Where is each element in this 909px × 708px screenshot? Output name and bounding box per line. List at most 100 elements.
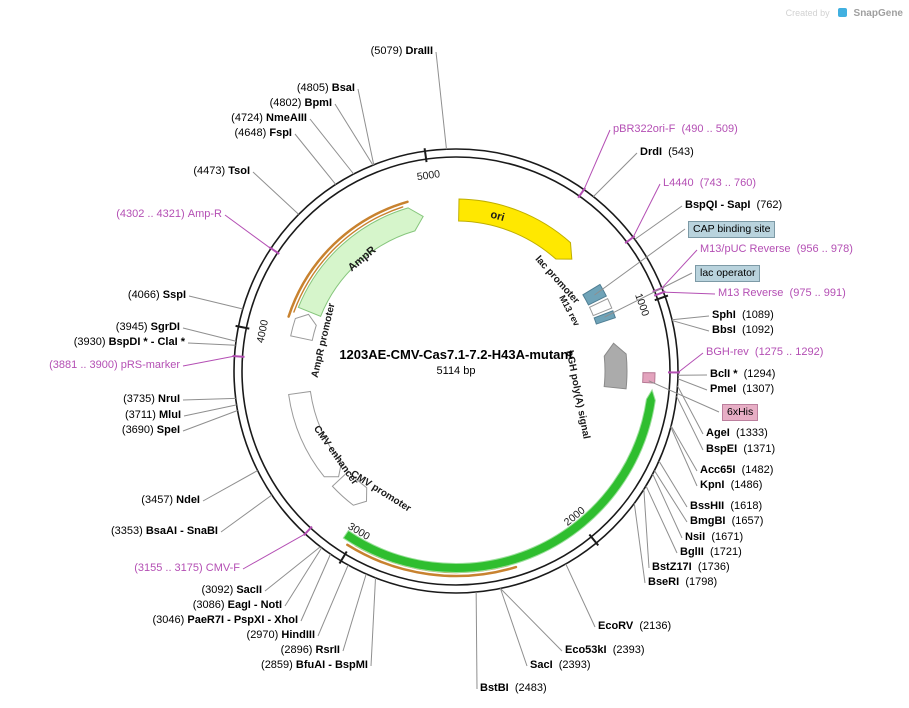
leader-line-sacii — [264, 546, 321, 592]
feature-label-ori: ori — [489, 209, 506, 224]
site-position: (1798) — [685, 576, 718, 588]
site-label-bcli[interactable]: BclI * (1294) — [710, 367, 775, 382]
ampr-promoter-arrow[interactable] — [290, 313, 317, 342]
site-label-sphi[interactable]: SphI (1089) — [712, 308, 774, 323]
site-label-bfuai-bspmi[interactable]: (2859) BfuAI - BspMI — [261, 658, 368, 673]
leader-line-bstbi — [475, 592, 478, 690]
site-name: CMV-F — [205, 562, 240, 574]
site-label-bsaai-snabi[interactable]: (3353) BsaAI - SnaBI — [111, 524, 218, 539]
cmv-promoter-arrow[interactable] — [331, 470, 368, 506]
site-position: (1092) — [741, 324, 774, 336]
site-label-saci[interactable]: SacI (2393) — [530, 658, 591, 673]
leader-line-saci — [499, 588, 528, 667]
leader-line-nrui — [182, 397, 236, 401]
site-label-amp-r[interactable]: (4302 .. 4321) Amp-R — [116, 207, 222, 222]
site-position: (1333) — [735, 427, 768, 439]
site-label-drdi[interactable]: DrdI (543) — [640, 145, 694, 160]
site-name: BssHII — [690, 500, 725, 512]
site-position: (4648) — [234, 127, 267, 139]
leader-line-sspi — [188, 295, 243, 310]
site-label-cmv-f[interactable]: (3155 .. 3175) CMV-F — [134, 561, 240, 576]
feature-badge-cap-binding-site[interactable]: CAP binding site — [688, 221, 776, 238]
leader-line-bspqi-sapi — [634, 205, 683, 240]
site-position: (4302 .. 4321) — [116, 208, 185, 220]
orange-arc-top-left[interactable] — [287, 200, 409, 318]
site-label-bmgbi[interactable]: BmgBI (1657) — [690, 514, 763, 529]
site-label-bspdi-clai[interactable]: (3930) BspDI * - ClaI * — [74, 335, 185, 350]
leader-line-cmv-f — [242, 533, 306, 570]
site-position: (2970) — [246, 629, 279, 641]
site-label-paer7i-pspxi-xhoi[interactable]: (3046) PaeR7I - PspXI - XhoI — [153, 613, 299, 628]
site-label-sspi[interactable]: (4066) SspI — [128, 288, 186, 303]
leader-line-ndei — [202, 470, 258, 502]
site-label-nsii[interactable]: NsiI (1671) — [685, 530, 743, 545]
leader-line-l4440 — [632, 183, 661, 238]
site-label-bglii[interactable]: BglII (1721) — [680, 545, 742, 560]
site-position: (3046) — [152, 614, 185, 626]
site-label-prs-marker[interactable]: (3881 .. 3900) pRS-marker — [49, 358, 180, 373]
site-label-ecorv[interactable]: EcoRV (2136) — [598, 619, 671, 634]
ampr-arrow[interactable] — [297, 207, 424, 317]
cmv-enhancer-arrow[interactable] — [288, 390, 342, 478]
site-label-bspqi-sapi[interactable]: BspQI - SapI (762) — [685, 198, 782, 213]
site-label-hindiii[interactable]: (2970) HindIII — [247, 628, 315, 643]
site-label-bpmi[interactable]: (4802) BpmI — [270, 96, 332, 111]
site-label-sacii[interactable]: (3092) SacII — [201, 583, 262, 598]
site-label-ndei[interactable]: (3457) NdeI — [141, 493, 200, 508]
site-name: pBR322ori-F — [613, 123, 676, 135]
leader-line-ecorv — [565, 563, 596, 628]
lac-promoter-box[interactable] — [588, 298, 613, 317]
site-label-agei[interactable]: AgeI (1333) — [706, 426, 768, 441]
site-label-bsshii[interactable]: BssHII (1618) — [690, 499, 762, 514]
site-label-nmeaiii[interactable]: (4724) NmeAIII — [231, 111, 307, 126]
site-label-bsai[interactable]: (4805) BsaI — [297, 81, 355, 96]
site-label-bstbi[interactable]: BstBI (2483) — [480, 681, 547, 696]
site-position: (3735) — [123, 393, 155, 405]
snapgene-watermark: Created by SnapGene — [786, 3, 903, 21]
leader-line-fspi — [294, 133, 337, 185]
orange-arc-bottom[interactable] — [346, 543, 518, 578]
feature-badge-6xhis[interactable]: 6xHis — [722, 404, 759, 421]
bgh-polya-signal-arrow[interactable] — [603, 342, 628, 390]
orange-arc-top-left-echo[interactable] — [293, 206, 404, 313]
site-position: (2896) — [280, 644, 313, 656]
site-position: (975 .. 991) — [789, 287, 846, 299]
site-label-rsrii[interactable]: (2896) RsrII — [281, 643, 340, 658]
leader-line-bseri — [633, 503, 646, 584]
leader-line-mlui — [183, 404, 237, 417]
site-position: (1671) — [711, 531, 744, 543]
ori-arrow[interactable] — [458, 198, 573, 260]
site-name: Amp-R — [187, 208, 222, 220]
site-label-bstz17i[interactable]: BstZ17I (1736) — [652, 560, 730, 575]
leader-line-6xhis — [648, 380, 720, 413]
site-label-nrui[interactable]: (3735) NruI — [123, 392, 180, 407]
site-label-mlui[interactable]: (3711) MluI — [125, 408, 181, 423]
site-label-bbsi[interactable]: BbsI (1092) — [712, 323, 774, 338]
site-label-bspei[interactable]: BspEI (1371) — [706, 442, 775, 457]
site-label-l4440[interactable]: L4440 (743 .. 760) — [663, 176, 756, 191]
site-name: BglII — [680, 546, 704, 558]
site-label-tsoi[interactable]: (4473) TsoI — [193, 164, 250, 179]
6xhis-box[interactable] — [642, 372, 656, 384]
site-label-m13-puc-reverse[interactable]: M13/pUC Reverse (956 .. 978) — [700, 242, 853, 257]
axis-tick-5000 — [423, 148, 428, 163]
site-label-bgh-rev[interactable]: BGH-rev (1275 .. 1292) — [706, 345, 823, 360]
leader-line-bspdi-clai — [187, 342, 236, 346]
site-label-draiii[interactable]: (5079) DraIII — [371, 44, 433, 59]
site-label-pbr322ori-f[interactable]: pBR322ori-F (490 .. 509) — [613, 122, 738, 137]
site-label-fspi[interactable]: (4648) FspI — [235, 126, 292, 141]
site-label-bseri[interactable]: BseRI (1798) — [648, 575, 717, 590]
site-position: (1371) — [743, 443, 776, 455]
site-label-eagi-noti[interactable]: (3086) EagI - NotI — [193, 598, 282, 613]
site-label-acc65i[interactable]: Acc65I (1482) — [700, 463, 773, 478]
site-label-sgrdi[interactable]: (3945) SgrDI — [116, 320, 180, 335]
site-label-eco53ki[interactable]: Eco53kI (2393) — [565, 643, 645, 658]
site-label-m13-reverse[interactable]: M13 Reverse (975 .. 991) — [718, 286, 846, 301]
feature-badge-lac-operator[interactable]: lac operator — [695, 265, 761, 282]
site-label-spei[interactable]: (3690) SpeI — [122, 423, 180, 438]
leader-line-draiii — [435, 51, 447, 150]
site-label-kpni[interactable]: KpnI (1486) — [700, 478, 762, 493]
site-label-pmei[interactable]: PmeI (1307) — [710, 382, 774, 397]
cas-gene-arrow[interactable] — [342, 388, 656, 573]
